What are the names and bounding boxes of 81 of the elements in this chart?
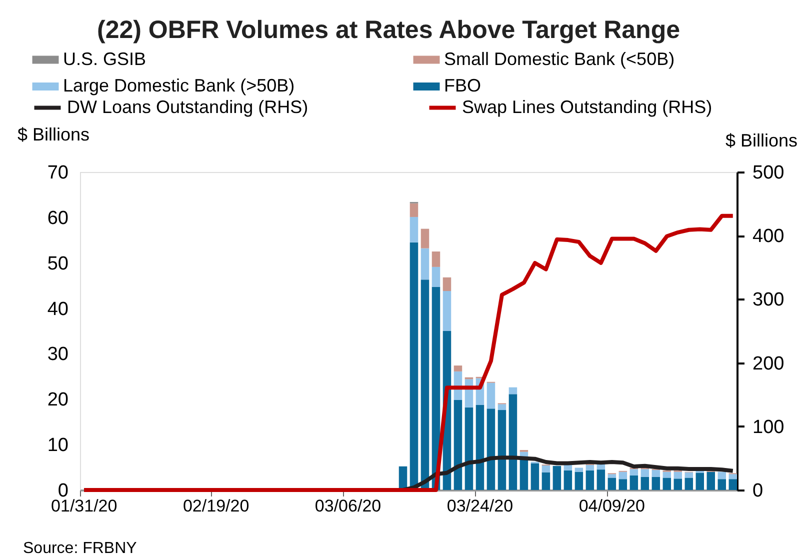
y-tick-label: 30 bbox=[47, 344, 68, 366]
y-tick-label: 40 bbox=[47, 298, 68, 320]
bar bbox=[652, 476, 660, 490]
x-tick-label: 01/31/20 bbox=[51, 496, 118, 516]
bar bbox=[696, 472, 704, 490]
legend-label: Small Domestic Bank (<50B) bbox=[444, 48, 675, 69]
bar bbox=[498, 404, 506, 410]
bar bbox=[410, 203, 418, 217]
bar bbox=[442, 277, 452, 292]
x-tick-label: 02/19/20 bbox=[182, 496, 250, 516]
bar bbox=[574, 472, 584, 490]
bar bbox=[608, 478, 616, 490]
legend-label: Swap Lines Outstanding (RHS) bbox=[462, 96, 712, 117]
bar bbox=[662, 472, 672, 478]
x-tick-label: 04/09/20 bbox=[578, 496, 646, 516]
bar bbox=[630, 475, 638, 490]
y2-tick-label: 500 bbox=[752, 162, 784, 184]
bar bbox=[618, 479, 628, 490]
bar bbox=[420, 248, 430, 280]
bar bbox=[586, 465, 594, 470]
bar bbox=[542, 472, 550, 490]
bar bbox=[706, 472, 716, 490]
bar bbox=[410, 242, 418, 490]
bar bbox=[486, 382, 496, 409]
chart-title: (22) OBFR Volumes at Rates Above Target Range bbox=[97, 16, 680, 44]
bar bbox=[652, 470, 660, 477]
bar bbox=[454, 400, 462, 490]
bar bbox=[530, 463, 540, 490]
bar bbox=[432, 252, 440, 267]
bar bbox=[508, 387, 518, 394]
bar bbox=[586, 470, 594, 490]
bar bbox=[564, 470, 572, 490]
bar bbox=[542, 465, 550, 472]
bar bbox=[674, 478, 682, 490]
bar bbox=[684, 478, 694, 490]
y-tick-label: 70 bbox=[47, 162, 68, 184]
bar bbox=[728, 474, 737, 480]
bar bbox=[596, 470, 606, 490]
bar bbox=[498, 410, 506, 490]
bar bbox=[486, 408, 496, 490]
bar bbox=[640, 476, 650, 490]
bar bbox=[564, 465, 572, 470]
x-tick-label: 03/06/20 bbox=[314, 496, 382, 516]
bar bbox=[674, 472, 682, 479]
bar bbox=[508, 394, 518, 490]
y2-tick-label: 400 bbox=[752, 226, 784, 248]
bar bbox=[552, 466, 562, 490]
legend-label: DW Loans Outstanding (RHS) bbox=[67, 96, 308, 117]
bar bbox=[454, 366, 462, 372]
x-tick-label: 03/24/20 bbox=[446, 496, 514, 516]
y-tick-label: 20 bbox=[47, 390, 68, 411]
bar bbox=[464, 407, 474, 490]
bar bbox=[476, 405, 484, 490]
bar bbox=[662, 478, 672, 490]
y2-tick-label: 200 bbox=[752, 353, 784, 374]
bar bbox=[640, 469, 650, 477]
legend-label: FBO bbox=[444, 76, 482, 96]
y-tick-label: 60 bbox=[47, 208, 68, 229]
y-axis-title: $ Billions bbox=[18, 124, 90, 144]
bar bbox=[420, 280, 430, 490]
bar bbox=[432, 266, 440, 287]
bar bbox=[574, 468, 584, 472]
bar bbox=[630, 469, 638, 476]
bar bbox=[420, 228, 430, 248]
y2-tick-label: 300 bbox=[752, 290, 784, 311]
bar bbox=[718, 479, 726, 490]
bar bbox=[442, 291, 452, 331]
legend-label: U.S. GSIB bbox=[63, 48, 146, 69]
y2-axis-title: $ Billions bbox=[725, 130, 798, 150]
bar bbox=[718, 472, 726, 480]
y-tick-label: 50 bbox=[47, 253, 68, 274]
y-tick-label: 10 bbox=[47, 435, 68, 456]
line-series bbox=[82, 214, 735, 492]
y2-tick-label: 100 bbox=[752, 416, 784, 438]
bar bbox=[728, 479, 737, 490]
bar bbox=[608, 474, 616, 478]
y2-tick-label: 0 bbox=[752, 480, 764, 502]
bar bbox=[618, 472, 628, 480]
bar bbox=[410, 216, 418, 242]
legend-label: Large Domestic Bank (>50B) bbox=[63, 76, 295, 96]
source-note: Source: FRBNY bbox=[23, 540, 138, 557]
